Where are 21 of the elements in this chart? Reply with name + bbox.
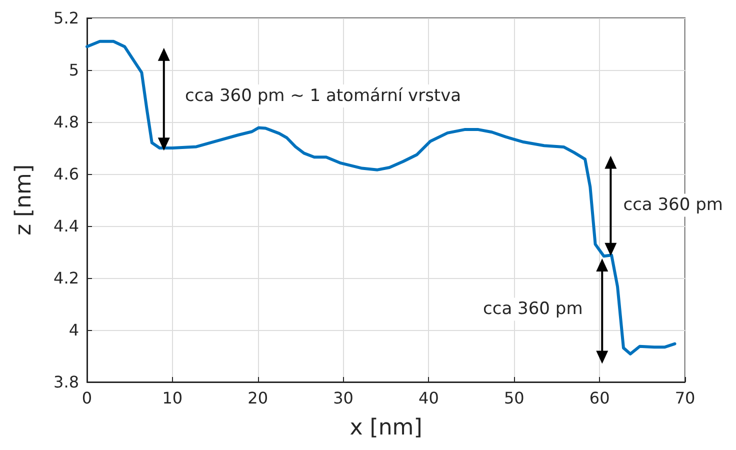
y-tick-label: 4.6 xyxy=(54,164,79,184)
x-tick-label: 10 xyxy=(162,388,183,408)
annotation: cca 360 pm ~ 1 atomární vrstva xyxy=(184,86,462,106)
x-tick-label: 30 xyxy=(333,388,354,408)
y-tick-label: 5 xyxy=(68,60,79,80)
y-tick-label: 4.4 xyxy=(54,216,79,236)
annotation: cca 360 pm xyxy=(623,195,723,216)
y-axis-title: z [nm] xyxy=(12,164,36,236)
x-tick-label: 70 xyxy=(674,388,696,408)
y-tick-label: 4 xyxy=(68,320,79,340)
x-tick-label: 0 xyxy=(82,388,92,408)
x-tick-label: 60 xyxy=(589,388,610,408)
y-tick-label: 5.2 xyxy=(54,8,79,28)
y-tick-label: 3.8 xyxy=(54,372,79,392)
annotation: cca 360 pm xyxy=(483,299,583,320)
x-tick-label: 20 xyxy=(248,388,268,408)
y-tick-label: 4.2 xyxy=(54,268,79,288)
x-tick-label: 40 xyxy=(418,388,439,408)
x-axis-title: x [nm] xyxy=(350,416,422,440)
x-tick-label: 50 xyxy=(504,388,524,408)
y-tick-label: 4.8 xyxy=(54,112,79,132)
